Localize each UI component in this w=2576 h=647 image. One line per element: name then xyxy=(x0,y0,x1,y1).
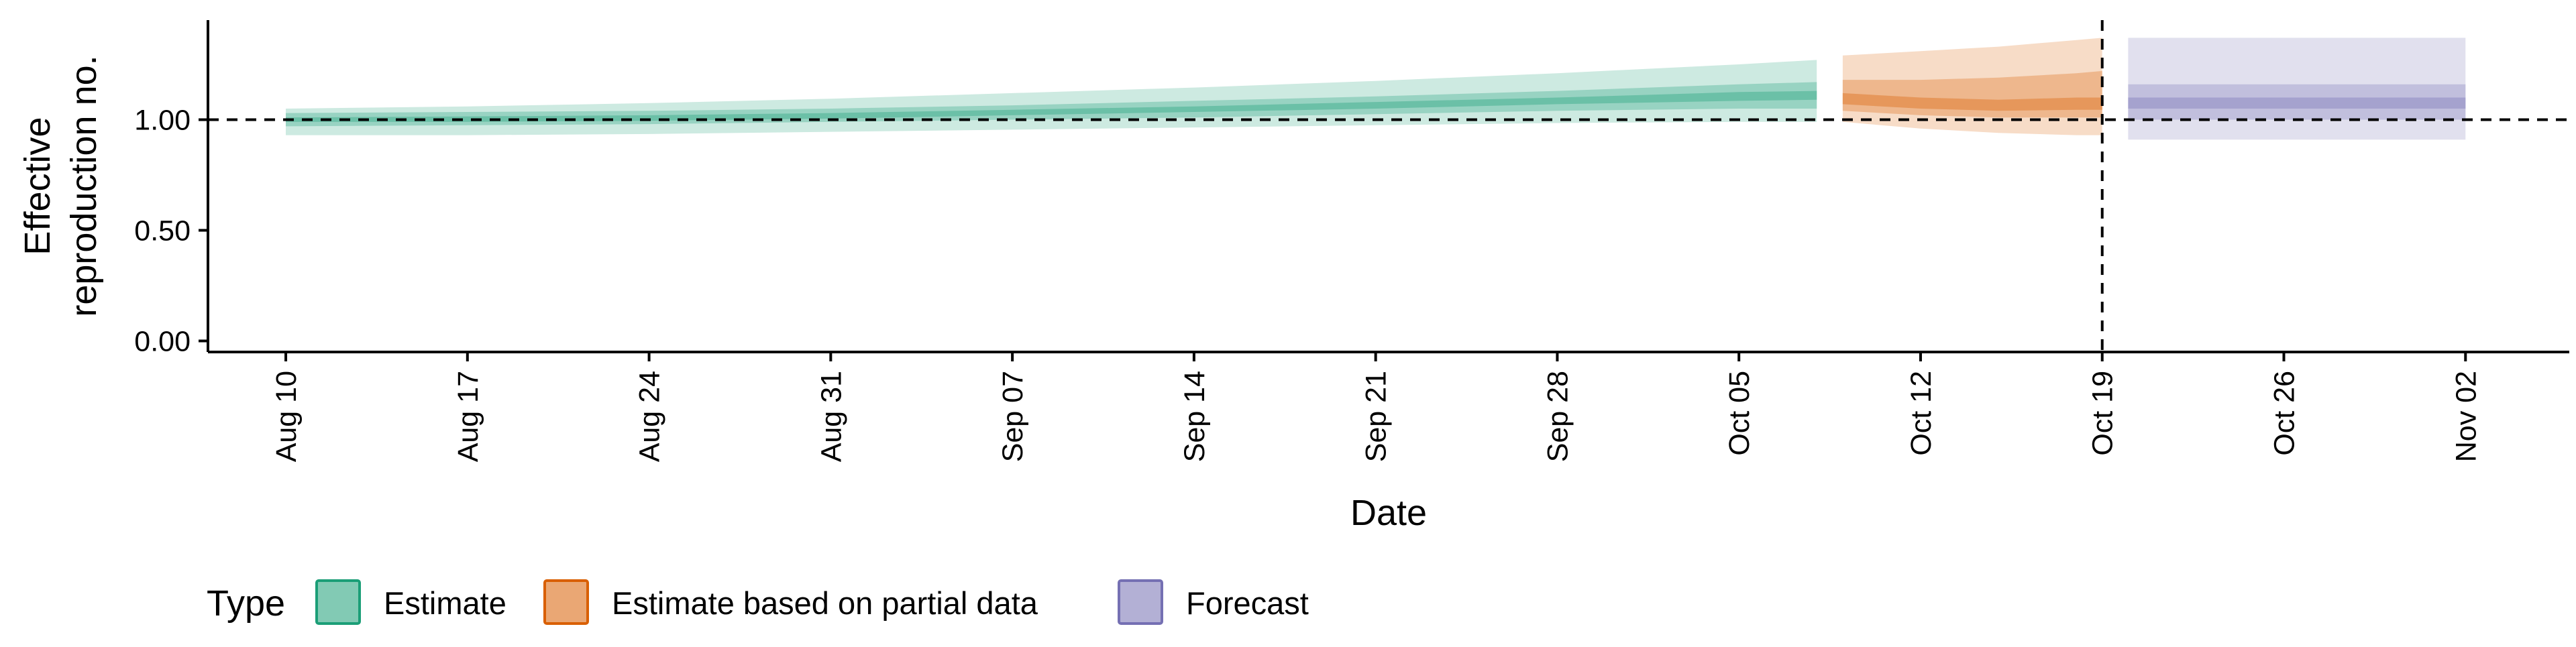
y-tick-label: 1.00 xyxy=(134,105,191,137)
x-tick-label: Sep 21 xyxy=(1360,371,1393,462)
legend-label-forecast: Forecast xyxy=(1186,585,1309,621)
x-tick-label: Sep 28 xyxy=(1542,371,1574,462)
x-tick-label: Aug 17 xyxy=(452,371,484,462)
legend-key-estimate-based-on-partial-data xyxy=(543,579,589,625)
y-axis-title-line1: Effective xyxy=(17,117,58,255)
x-tick-label: Oct 05 xyxy=(1723,371,1756,456)
y-tick-label: 0.50 xyxy=(134,215,191,247)
estimate-based-on-partial-data-band-20 xyxy=(1842,93,2102,111)
x-tick-label: Aug 10 xyxy=(270,371,303,462)
legend-key-forecast xyxy=(1118,579,1163,625)
legend-label-estimate: Estimate xyxy=(384,585,506,621)
x-tick-label: Sep 07 xyxy=(997,371,1029,462)
forecast-band-20 xyxy=(2128,97,2466,109)
legend-key-estimate xyxy=(315,579,361,625)
x-tick-label: Sep 14 xyxy=(1179,371,1211,462)
x-axis-title: Date xyxy=(1350,493,1427,533)
y-tick-label: 0.00 xyxy=(134,326,191,358)
x-tick-label: Oct 19 xyxy=(2087,371,2119,456)
legend-title: Type xyxy=(207,583,285,624)
x-tick-label: Oct 26 xyxy=(2269,371,2301,456)
x-tick-label: Nov 02 xyxy=(2450,371,2482,462)
y-axis-title-line2: reproduction no. xyxy=(64,55,104,316)
x-tick-label: Aug 31 xyxy=(815,371,847,462)
legend-label-estimate-based-on-partial-data: Estimate based on partial data xyxy=(612,585,1038,621)
x-tick-label: Oct 12 xyxy=(1905,371,1937,456)
x-tick-label: Aug 24 xyxy=(634,371,666,462)
